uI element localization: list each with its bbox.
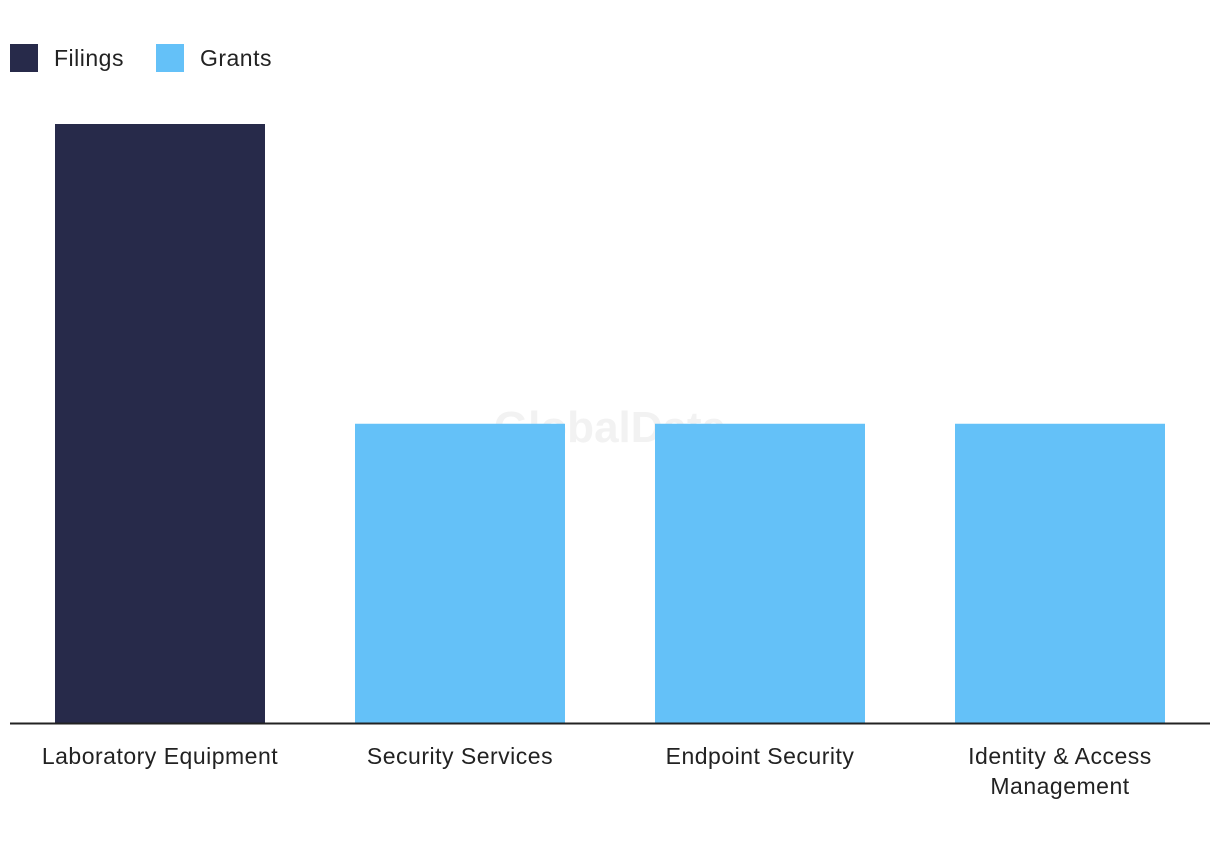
bar-filings-laboratory-equipment[interactable] [55,124,265,724]
legend-item-grants[interactable]: Grants [155,44,272,72]
legend: Filings Grants [10,44,304,72]
bar-grants-endpoint-security[interactable] [655,423,865,724]
legend-label-filings: Filings [54,44,124,71]
legend-item-filings[interactable]: Filings [10,44,124,72]
x-tick-label-endpoint-security: Endpoint Security [666,743,855,769]
bar-grants-identity-access-management[interactable] [955,423,1165,724]
x-tick-labels: Laboratory Equipment Security Services End… [42,743,1152,799]
legend-label-grants: Grants [199,44,272,71]
legend-swatch-filings [10,44,38,72]
x-tick-label-laboratory-equipment: Laboratory Equipment [42,743,278,769]
x-tick-label-security-services: Security Services [367,743,553,769]
bars-group [55,124,1165,724]
bar-grants-security-services[interactable] [355,423,565,724]
x-tick-label-identity-access-management: Identity & Access Management [968,743,1152,799]
legend-swatch-grants [155,44,184,72]
